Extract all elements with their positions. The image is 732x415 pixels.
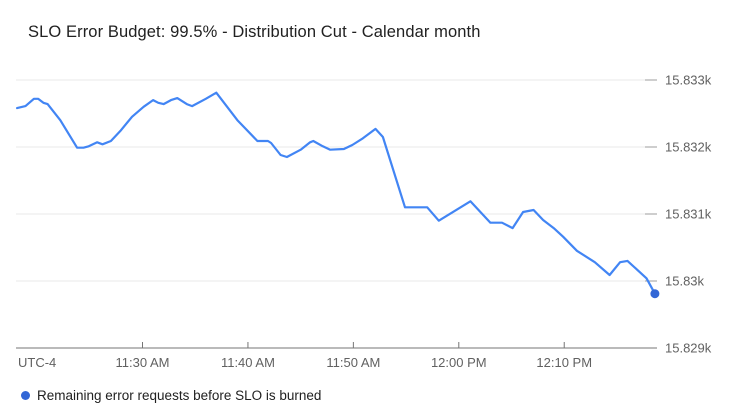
chart-title: SLO Error Budget: 99.5% - Distribution C… <box>28 23 481 41</box>
x-axis-tick-label: 11:50 AM <box>326 355 380 370</box>
x-axis-tick-label: 12:00 PM <box>431 355 487 370</box>
legend-item[interactable]: Remaining error requests before SLO is b… <box>21 388 321 403</box>
x-axis-tick-label: 11:40 AM <box>221 355 275 370</box>
legend-series-label: Remaining error requests before SLO is b… <box>37 388 322 403</box>
y-axis-tick-label: 15.833k <box>665 73 712 88</box>
x-axis-timezone-label: UTC-4 <box>18 355 56 370</box>
x-axis-tick-label: 11:30 AM <box>116 355 170 370</box>
series-endpoint-dot[interactable] <box>650 289 660 299</box>
y-axis-tick-label: 15.832k <box>665 140 712 155</box>
legend-series-marker-icon <box>21 391 30 400</box>
x-axis-tick-label: 12:10 PM <box>536 355 592 370</box>
series-line[interactable] <box>16 91 657 295</box>
y-axis-tick-label: 15.829k <box>665 341 712 356</box>
y-axis-tick-label: 15.831k <box>665 207 712 222</box>
y-axis-tick-label: 15.83k <box>665 274 705 289</box>
